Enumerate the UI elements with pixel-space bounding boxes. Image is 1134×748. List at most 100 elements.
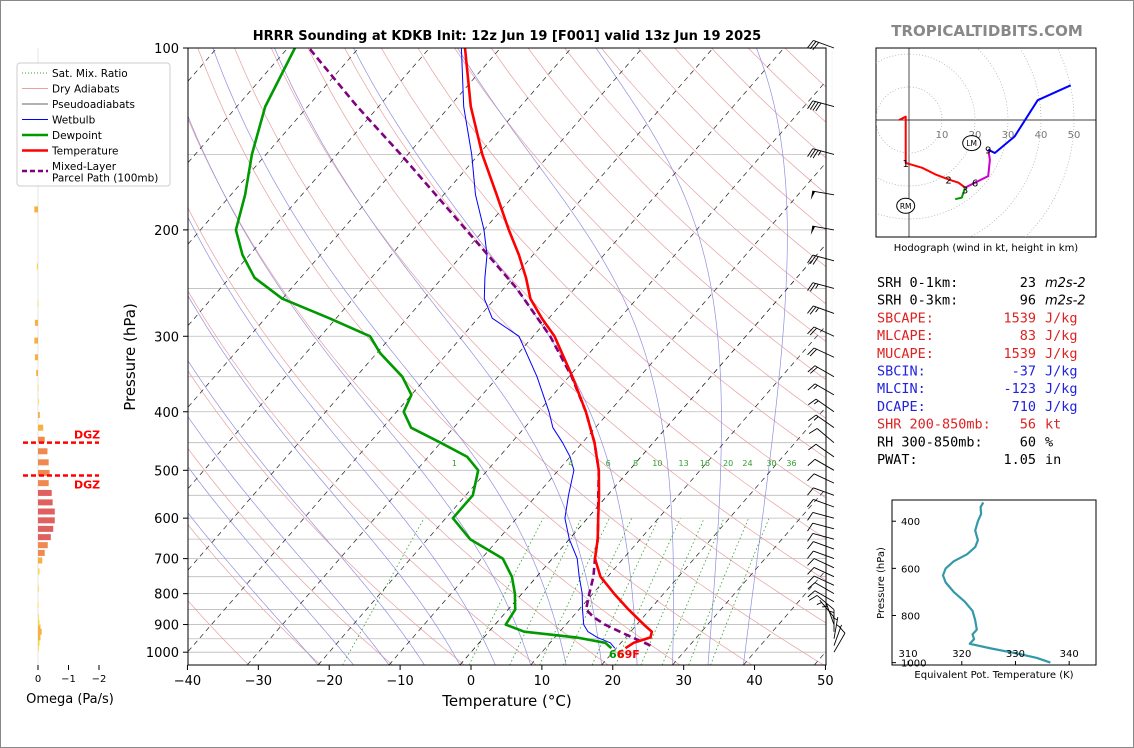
y-tick-label: 1000	[146, 646, 179, 661]
index-unit: J/kg	[1045, 328, 1078, 344]
barb-flag	[807, 558, 815, 566]
barb-flag	[815, 102, 822, 112]
surface-labels: 66 69F	[609, 648, 640, 661]
omega-bar	[38, 448, 48, 455]
mixing-ratio-labels: 1 4 6 8 10 13 16 20 24 30 36	[452, 459, 797, 468]
index-value: 60	[1020, 434, 1036, 450]
omega-bar	[38, 517, 55, 524]
barb-flag	[808, 398, 817, 406]
wind-barb	[833, 625, 846, 653]
barb-flag	[812, 102, 819, 111]
x-tick-label: 30	[675, 674, 692, 689]
y-tick-label: 900	[154, 619, 179, 634]
wind-barb	[807, 254, 835, 265]
barb-staff	[813, 347, 835, 358]
dry-adiabats	[188, 48, 826, 665]
mixing-ratio-label: 24	[742, 459, 752, 468]
mixing-ratio-line	[509, 518, 582, 665]
barb-staff	[816, 428, 835, 444]
legend-label: Pseudoadiabats	[52, 99, 135, 111]
barb-flag	[807, 567, 815, 575]
barb-staff	[826, 603, 835, 625]
barb-staff	[812, 512, 835, 519]
legend-label: Temperature	[51, 146, 119, 158]
wind-barb	[807, 365, 835, 378]
wind-barbs	[807, 40, 846, 665]
barb-staff	[813, 558, 835, 569]
wind-barb	[807, 347, 835, 358]
hodograph-height-label: 2	[945, 175, 951, 186]
dry-adiabat	[307, 48, 826, 581]
barb-flag	[807, 365, 816, 373]
barb-staff	[812, 254, 835, 262]
hodograph-ring	[969, 48, 1042, 237]
wind-barb	[807, 282, 835, 292]
mixing-ratio-lines	[342, 517, 770, 665]
moist-adiabat	[274, 48, 602, 665]
barb-staff	[813, 541, 835, 550]
dry-adiabat	[527, 48, 826, 342]
barb-flag	[809, 149, 816, 158]
y-tick-label: 100	[154, 42, 179, 57]
moist-adiabat	[188, 216, 496, 665]
x-tick-label: −10	[386, 674, 413, 689]
index-unit: J/kg	[1045, 399, 1078, 415]
isotherm-line	[459, 243, 826, 665]
y-tick-label: 300	[154, 330, 179, 345]
barb-half-flag	[816, 602, 822, 605]
theta-e-y-tick-label: 400	[901, 517, 920, 528]
hodograph-ring	[876, 86, 943, 154]
dry-adiabat	[188, 118, 681, 665]
omega-bar	[38, 480, 49, 487]
barb-flag	[807, 533, 814, 542]
barb-flag	[807, 473, 815, 482]
theta-e-y-tick-label: 1000	[901, 659, 926, 670]
hodograph-ring-label: 10	[936, 130, 949, 141]
omega-bar	[38, 489, 52, 496]
barb-flag	[808, 595, 818, 601]
theta-e-line	[941, 501, 1051, 664]
index-label: PWAT:	[877, 452, 918, 468]
surface-temperature-label: 69F	[617, 648, 640, 661]
barb-flag	[809, 327, 817, 336]
barb-flag	[809, 101, 816, 110]
omega-bar	[37, 384, 39, 391]
isobars	[188, 48, 826, 653]
wind-barb	[807, 533, 835, 542]
moist-adiabat	[188, 295, 461, 665]
moist-adiabat	[595, 48, 722, 665]
barb-flag	[807, 487, 814, 496]
moist-adiabat	[457, 48, 674, 665]
barb-staff	[813, 305, 835, 314]
hodograph-trace	[898, 84, 1072, 201]
temperature-line	[463, 48, 654, 650]
skewt-ticks: −40 −30 −20 −10 0 10 20 30 40 50 100 200 300 400 500 60…	[146, 42, 834, 689]
mixing-ratio-line	[661, 518, 725, 665]
index-unit: in	[1045, 452, 1061, 468]
omega-bar	[36, 263, 38, 270]
surface-dewpoint-label: 66	[609, 648, 625, 661]
isotherm-line	[672, 488, 826, 665]
wind-barb	[810, 190, 835, 200]
wind-barb	[807, 590, 835, 603]
omega-bar	[38, 568, 40, 575]
barb-staff	[813, 326, 835, 337]
barb-staff	[812, 522, 835, 530]
hodograph-marker-circle	[962, 135, 982, 152]
hodograph-segment	[954, 187, 967, 201]
barb-flag	[807, 148, 814, 157]
mixing-ratio-line	[563, 518, 633, 665]
hodograph-labels: 10 20 30 40 50 1 236 9 LM RM	[896, 130, 1080, 214]
omega-tick-label: −1	[61, 674, 76, 685]
hodograph-segment	[964, 149, 991, 189]
omega-bar	[36, 369, 38, 376]
dry-adiabat	[188, 290, 537, 665]
legend-label: Dewpoint	[52, 130, 102, 142]
barb-flag	[807, 100, 814, 110]
barb-flag	[807, 458, 816, 466]
mixing-ratio-label: 20	[723, 459, 733, 468]
omega-ticks: 0 −1 −2	[35, 665, 106, 685]
omega-bar	[38, 398, 39, 405]
y-tick-label: 800	[154, 588, 179, 603]
